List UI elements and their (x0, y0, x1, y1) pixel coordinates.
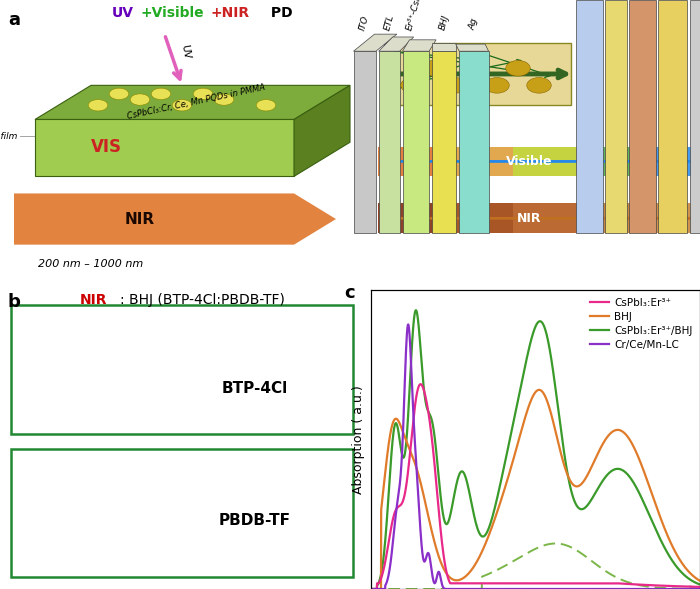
Text: ETL: ETL (383, 14, 395, 31)
Text: PD: PD (266, 6, 293, 19)
Ellipse shape (421, 61, 447, 76)
FancyBboxPatch shape (11, 305, 353, 434)
Ellipse shape (464, 61, 489, 76)
Ellipse shape (88, 100, 108, 111)
Ellipse shape (485, 78, 510, 93)
Polygon shape (379, 51, 400, 233)
Polygon shape (385, 42, 570, 105)
Text: +NIR: +NIR (210, 6, 249, 19)
Polygon shape (402, 40, 436, 51)
Ellipse shape (505, 61, 531, 76)
Text: PBDB-TF: PBDB-TF (218, 513, 290, 528)
Text: a: a (8, 11, 20, 29)
Polygon shape (432, 42, 456, 51)
Polygon shape (14, 193, 336, 244)
Polygon shape (580, 203, 648, 233)
Text: 200 nm – 1000 nm: 200 nm – 1000 nm (38, 259, 144, 269)
Polygon shape (378, 203, 445, 233)
Ellipse shape (151, 88, 171, 100)
FancyBboxPatch shape (11, 449, 353, 577)
Text: c: c (344, 284, 355, 302)
Polygon shape (605, 0, 627, 233)
Text: NIR: NIR (125, 211, 155, 227)
Text: CsPbCl₃:Cr, Ce, Mn PQDs in PMMA: CsPbCl₃:Cr, Ce, Mn PQDs in PMMA (126, 84, 266, 121)
Polygon shape (690, 0, 700, 233)
Polygon shape (432, 51, 456, 233)
Polygon shape (378, 147, 445, 176)
Polygon shape (445, 147, 512, 176)
Ellipse shape (442, 78, 468, 93)
Polygon shape (354, 34, 397, 51)
Polygon shape (648, 203, 700, 233)
Ellipse shape (193, 88, 213, 100)
Text: VIS: VIS (91, 137, 122, 155)
Polygon shape (456, 44, 489, 51)
Text: +Visible: +Visible (140, 6, 204, 19)
Legend: CsPbI₃:Er³⁺, BHJ, CsPbI₃:Er³⁺/BHJ, Cr/Ce/Mn-LC: CsPbI₃:Er³⁺, BHJ, CsPbI₃:Er³⁺/BHJ, Cr/Ce… (588, 296, 695, 352)
Polygon shape (35, 85, 350, 120)
Text: Er³⁺-CsPbI₃: Er³⁺-CsPbI₃ (405, 0, 426, 31)
Y-axis label: Absorption ( a.u.): Absorption ( a.u.) (352, 385, 365, 494)
Polygon shape (648, 147, 700, 176)
Polygon shape (629, 0, 656, 233)
Polygon shape (354, 51, 376, 233)
Text: b: b (7, 293, 20, 312)
Polygon shape (35, 120, 294, 176)
Ellipse shape (130, 94, 150, 105)
Polygon shape (512, 203, 580, 233)
Ellipse shape (172, 100, 192, 111)
Text: BTP-4Cl: BTP-4Cl (222, 381, 288, 396)
Polygon shape (580, 147, 648, 176)
Polygon shape (512, 147, 580, 176)
Text: BHJ: BHJ (438, 14, 451, 31)
Polygon shape (379, 37, 414, 51)
Text: NIR: NIR (80, 293, 108, 307)
Polygon shape (445, 203, 512, 233)
Polygon shape (459, 51, 489, 233)
Ellipse shape (401, 78, 426, 93)
Polygon shape (402, 51, 429, 233)
Text: : BHJ (BTP-4Cl:PBDB-TF): : BHJ (BTP-4Cl:PBDB-TF) (120, 293, 285, 307)
Ellipse shape (256, 100, 276, 111)
Text: UV: UV (179, 43, 192, 59)
Polygon shape (294, 85, 350, 176)
Text: Visible: Visible (506, 155, 553, 168)
Text: ITO: ITO (358, 14, 371, 31)
Ellipse shape (109, 88, 129, 100)
Polygon shape (576, 0, 603, 233)
Polygon shape (658, 0, 687, 233)
Ellipse shape (526, 78, 552, 93)
Text: NIR: NIR (517, 212, 542, 225)
Text: Ag: Ag (468, 18, 480, 31)
Text: UV: UV (112, 6, 134, 19)
Text: Al film: Al film (0, 132, 18, 141)
Ellipse shape (214, 94, 234, 105)
